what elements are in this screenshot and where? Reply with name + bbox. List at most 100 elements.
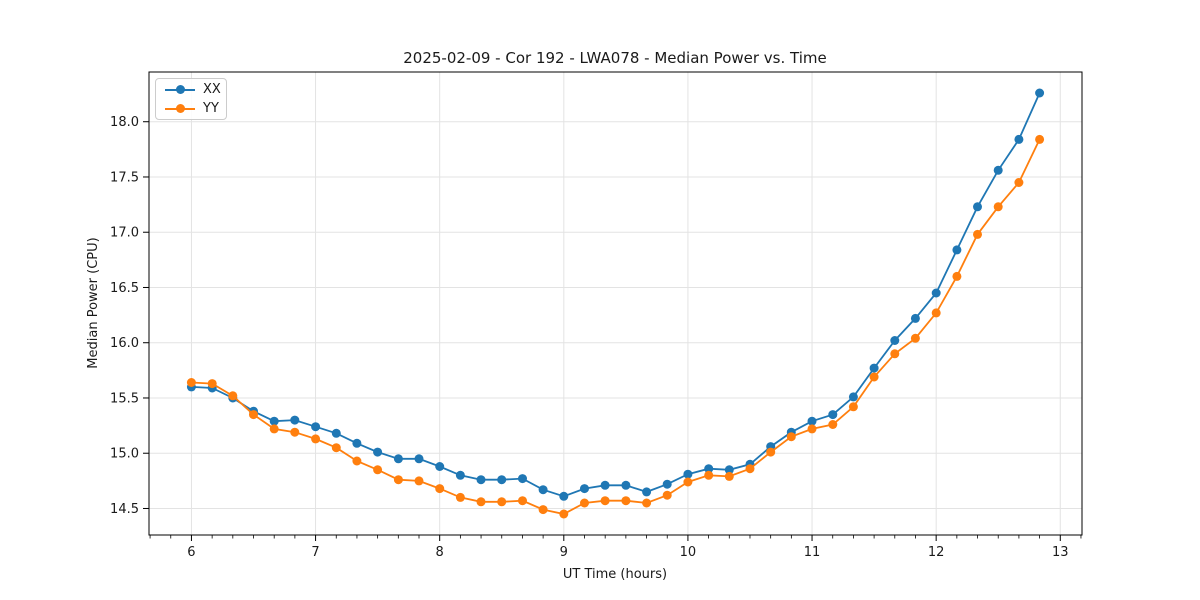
series-yy-marker	[290, 427, 300, 437]
x-tick-label: 11	[804, 545, 821, 560]
series-yy-marker	[786, 432, 796, 442]
series-xx-marker	[393, 454, 403, 464]
x-axis-label: UT Time (hours)	[563, 567, 667, 582]
series-yy-marker	[435, 484, 445, 494]
legend: XX YY	[155, 78, 227, 120]
series-yy-marker	[952, 271, 962, 281]
series-yy-marker	[249, 410, 258, 420]
series-layer	[186, 88, 1045, 519]
series-yy-marker	[518, 496, 527, 506]
x-tick-label: 13	[1052, 545, 1069, 560]
series-yy-marker	[580, 498, 589, 508]
series-xx-marker	[642, 487, 652, 497]
series-yy-marker	[228, 391, 238, 401]
x-tick-label: 10	[680, 545, 697, 560]
series-xx-marker	[993, 165, 1003, 175]
series-xx-marker	[724, 465, 734, 475]
y-axis-label: Median Power (CPU)	[86, 237, 101, 368]
series-yy-marker	[724, 471, 734, 481]
series-yy-marker	[497, 497, 507, 507]
x-tick-label: 8	[436, 545, 444, 560]
series-xx-marker	[704, 464, 714, 474]
x-tick-label: 12	[928, 545, 945, 560]
series-xx-marker	[848, 392, 858, 402]
y-tick-label: 15.5	[110, 391, 139, 406]
series-yy-marker	[414, 476, 424, 486]
y-tick-label: 17.5	[110, 170, 139, 185]
series-xx-marker	[497, 475, 507, 485]
series-yy-marker	[538, 505, 548, 515]
yy-line-marker-icon	[165, 104, 195, 113]
series-yy-marker	[269, 424, 279, 434]
series-xx-marker	[1014, 134, 1024, 144]
series-yy-marker	[600, 496, 610, 506]
series-xx-marker	[931, 288, 941, 298]
series-xx-marker	[269, 416, 279, 426]
xx-marker-dot-icon	[176, 85, 185, 94]
series-xx-marker	[311, 422, 321, 432]
series-yy-marker	[973, 229, 982, 239]
chart-title: 2025-02-09 - Cor 192 - LWA078 - Median P…	[403, 49, 827, 67]
series-yy-marker	[1014, 178, 1024, 187]
series-xx-marker	[373, 447, 383, 457]
series-yy-line	[191, 139, 1041, 515]
plot-border	[148, 71, 1083, 536]
series-xx-marker	[910, 313, 920, 323]
yy-marker-dot-icon	[176, 104, 185, 113]
series-yy-marker	[745, 464, 755, 474]
legend-label-yy: YY	[203, 101, 219, 116]
series-xx-marker	[600, 480, 610, 490]
series-xx-marker	[331, 428, 341, 438]
series-xx-marker	[662, 479, 672, 489]
series-xx-marker	[973, 202, 982, 212]
series-yy-marker	[662, 490, 672, 500]
series-yy-marker	[373, 465, 383, 475]
series-yy-marker	[766, 447, 776, 457]
series-yy-marker	[186, 378, 196, 387]
y-tick-label: 17.0	[110, 226, 139, 241]
series-xx-marker	[869, 363, 879, 373]
axes-layer: 6 7 8 9 10 11 12 13 14.5 15.0 15.5 16.0 16.5 17.0 17.5…	[110, 71, 1083, 560]
xx-line-marker-icon	[165, 85, 195, 94]
series-yy-marker	[559, 509, 569, 519]
series-yy-marker	[993, 202, 1003, 212]
series-xx-marker	[559, 491, 569, 501]
x-tick-label: 7	[311, 545, 319, 560]
series-xx-marker	[1035, 88, 1045, 98]
y-tick-label: 16.0	[110, 336, 139, 351]
series-xx-marker	[476, 475, 486, 485]
y-tick-label: 18.0	[110, 115, 139, 130]
series-xx-marker	[621, 480, 631, 490]
series-yy-marker	[642, 498, 652, 508]
legend-label-xx: XX	[203, 82, 221, 97]
series-xx-marker	[580, 484, 589, 494]
series-yy-marker	[331, 443, 341, 453]
series-yy-marker	[890, 349, 900, 359]
series-xx-marker	[952, 245, 962, 255]
series-xx-marker	[455, 470, 465, 480]
series-xx-marker	[435, 462, 445, 471]
series-xx-marker	[414, 454, 424, 464]
series-yy-marker	[683, 477, 693, 487]
series-xx-marker	[683, 469, 693, 479]
series-xx-marker	[518, 474, 527, 484]
series-yy-marker	[352, 456, 362, 466]
y-tick-label: 16.5	[110, 281, 139, 296]
series-xx-marker	[807, 416, 817, 426]
y-tick-label: 15.0	[110, 447, 139, 462]
series-xx-marker	[538, 485, 548, 495]
series-yy-marker	[704, 470, 714, 480]
series-yy-marker	[393, 475, 403, 485]
series-yy-marker	[848, 402, 858, 412]
series-yy-marker	[931, 308, 941, 318]
legend-item-yy: YY	[156, 99, 226, 118]
x-tick-label: 6	[187, 545, 195, 560]
series-yy-marker	[807, 424, 817, 434]
series-xx-marker	[352, 438, 362, 448]
series-xx-marker	[290, 415, 300, 425]
grid-layer	[149, 72, 1082, 535]
series-yy-marker	[1035, 134, 1045, 144]
series-yy-marker	[910, 333, 920, 343]
